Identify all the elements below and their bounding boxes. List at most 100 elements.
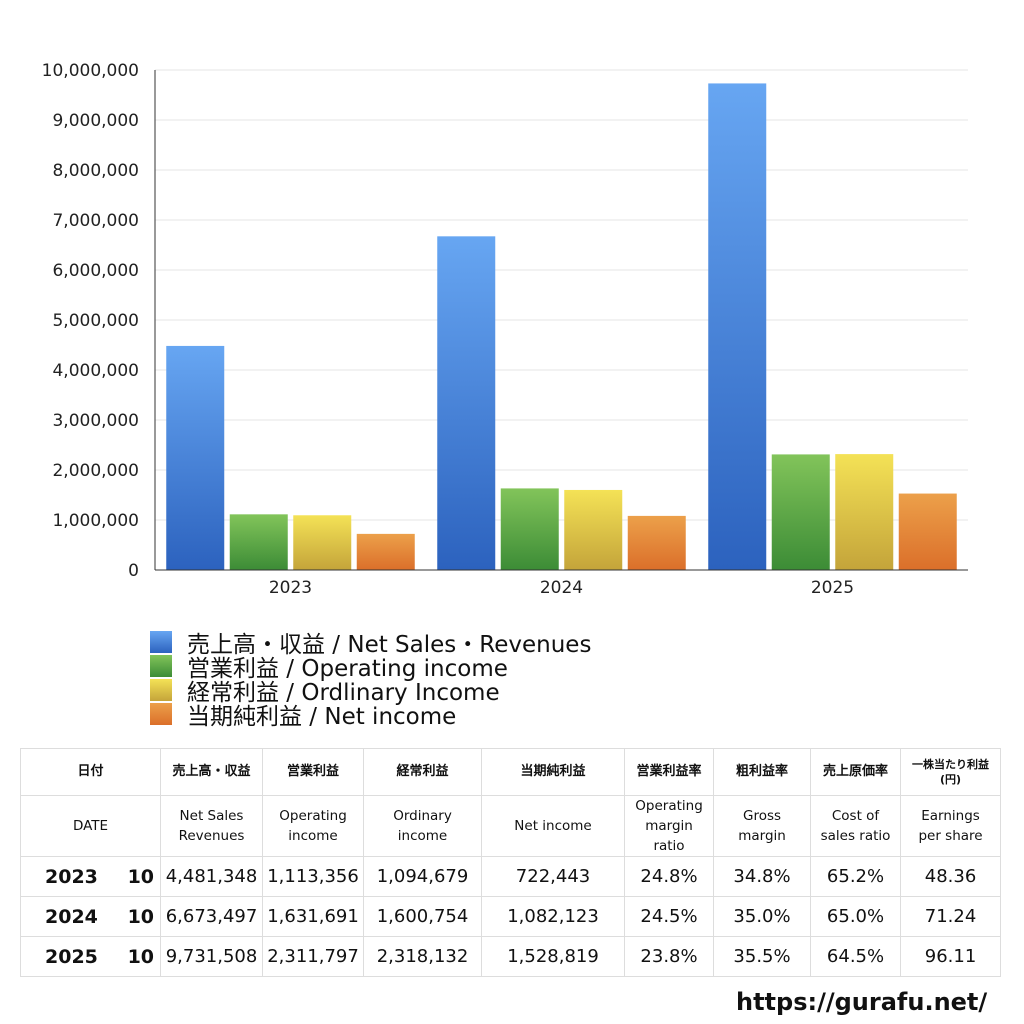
cell-cost: 65.0% <box>810 896 902 937</box>
financial-table: 日付 売上高・収益 営業利益 経常利益 当期純利益 営業利益率 粗利益率 売上原… <box>19 748 1002 977</box>
bar-2025-series-3 <box>898 493 957 570</box>
gridlines <box>155 69 968 521</box>
header-op-en-line1: Operating <box>279 808 347 824</box>
header-date-jp: 日付 <box>19 748 162 796</box>
cell-cost: 64.5% <box>810 936 902 977</box>
legend-label: 営業利益 / Operating income <box>187 656 508 682</box>
y-tick-label: 1,000,000 <box>52 511 139 531</box>
cell-opm: 24.8% <box>624 856 715 897</box>
header-op-en-line2: income <box>288 828 338 844</box>
header-ord-en: Ordinary income <box>363 795 483 857</box>
bars <box>166 83 957 571</box>
header-gm-jp: 粗利益率 <box>713 748 812 796</box>
table-header-en: DATE Net Sales Revenues Operating income… <box>19 795 1002 857</box>
header-opm-en-line3: ratio <box>653 838 685 854</box>
header-eps-jp-line2: (円) <box>939 773 962 786</box>
y-tick-label: 3,000,000 <box>52 411 139 431</box>
bar-2025-series-1 <box>771 454 830 570</box>
header-net-jp: 当期純利益 <box>481 748 626 796</box>
legend-label: 当期純利益 / Net income <box>187 704 457 730</box>
header-opm-en-line1: Operating <box>635 798 703 814</box>
cell-net: 1,082,123 <box>481 896 626 937</box>
bar-2023-series-3 <box>356 533 415 570</box>
cell-eps: 48.36 <box>900 856 1002 897</box>
cell-op: 2,311,797 <box>262 936 365 977</box>
header-cost-en: Cost of sales ratio <box>810 795 902 857</box>
header-gm-en: Gross margin <box>713 795 812 857</box>
header-eps-en: Earnings per share <box>900 795 1002 857</box>
cell-op: 1,113,356 <box>262 856 365 897</box>
cell-month: 10 <box>120 896 162 937</box>
header-gm-en-line2: margin <box>738 828 786 844</box>
bar-2024-series-1 <box>500 488 559 570</box>
table-row: 2024 10 6,673,497 1,631,691 1,600,754 1,… <box>20 896 1002 937</box>
bar-2023-series-2 <box>293 515 352 570</box>
bar-2024-series-0 <box>437 236 496 571</box>
header-ord-jp: 経常利益 <box>363 748 483 796</box>
legend-swatch <box>150 631 172 653</box>
cell-month: 10 <box>120 936 162 977</box>
axes <box>154 70 968 571</box>
bar-chart: 0 1,000,000 2,000,000 3,000,000 4,000,000 5,0… <box>42 61 968 598</box>
legend-item-net-income: 当期純利益 / Net income <box>150 702 591 730</box>
cell-month: 10 <box>120 856 162 897</box>
header-sales-en: Net Sales Revenues <box>160 795 264 857</box>
header-op-en: Operating income <box>262 795 365 857</box>
cell-opm: 23.8% <box>624 936 715 977</box>
table-header-jp: 日付 売上高・収益 営業利益 経常利益 当期純利益 営業利益率 粗利益率 売上原… <box>19 748 1002 796</box>
header-sales-jp: 売上高・収益 <box>160 748 264 796</box>
y-axis-tick-labels: 0 1,000,000 2,000,000 3,000,000 4,000,000 5,0… <box>42 61 139 581</box>
bar-2025-series-2 <box>835 454 894 570</box>
x-axis-tick-labels: 2023 2024 2025 <box>269 578 854 598</box>
cell-ord: 1,094,679 <box>363 856 483 897</box>
header-cost-en-line1: Cost of <box>831 808 880 824</box>
cell-op: 1,631,691 <box>262 896 365 937</box>
legend-label: 売上高・収益 / Net Sales・Revenues <box>187 632 592 658</box>
bar-2024-series-3 <box>627 515 686 570</box>
y-tick-label: 2,000,000 <box>52 461 139 481</box>
bar-2024-series-2 <box>564 489 623 570</box>
cell-year: 2025 <box>20 936 121 977</box>
header-eps-jp: 一株当たり利益 (円) <box>900 748 1002 796</box>
legend-swatch <box>150 703 172 725</box>
cell-sales: 6,673,497 <box>160 896 264 937</box>
cell-ord: 2,318,132 <box>363 936 483 977</box>
header-opm-en-line2: margin <box>645 818 693 834</box>
cell-sales: 9,731,508 <box>160 936 264 977</box>
header-opm-en: Operating margin ratio <box>624 795 715 857</box>
table-row: 2023 10 4,481,348 1,113,356 1,094,679 72… <box>20 856 1002 897</box>
header-opm-jp: 営業利益率 <box>624 748 715 796</box>
legend-item-ordinary-income: 経常利益 / Ordlinary Income <box>150 678 591 706</box>
cell-year: 2024 <box>20 896 121 937</box>
cell-gm: 34.8% <box>713 856 812 897</box>
y-tick-label: 8,000,000 <box>52 161 139 181</box>
header-eps-en-line1: Earnings <box>921 808 980 824</box>
cell-gm: 35.0% <box>713 896 812 937</box>
bar-2025-series-0 <box>708 83 767 571</box>
cell-net: 722,443 <box>481 856 626 897</box>
source-url[interactable]: https://gurafu.net/ <box>736 988 988 1016</box>
legend-swatch <box>150 679 172 701</box>
bar-2023-series-0 <box>166 345 225 570</box>
header-cost-en-line2: sales ratio <box>820 828 891 844</box>
header-ord-en-line1: Ordinary <box>393 808 452 824</box>
cell-net: 1,528,819 <box>481 936 626 977</box>
x-tick-label: 2023 <box>269 578 312 598</box>
cell-sales: 4,481,348 <box>160 856 264 897</box>
legend-swatch <box>150 655 172 677</box>
x-tick-label: 2025 <box>811 578 854 598</box>
header-eps-jp-line1: 一株当たり利益 <box>912 758 990 771</box>
cell-eps: 71.24 <box>900 896 1002 937</box>
bar-2023-series-1 <box>229 514 288 570</box>
header-net-en: Net income <box>481 795 626 857</box>
legend-item-net-sales: 売上高・収益 / Net Sales・Revenues <box>150 630 591 658</box>
x-tick-label: 2024 <box>540 578 583 598</box>
header-cost-jp: 売上原価率 <box>810 748 902 796</box>
y-tick-label: 0 <box>128 561 139 581</box>
cell-opm: 24.5% <box>624 896 715 937</box>
y-tick-label: 4,000,000 <box>52 361 139 381</box>
legend-label: 経常利益 / Ordlinary Income <box>187 680 500 706</box>
table-row: 2025 10 9,731,508 2,311,797 2,318,132 1,… <box>20 936 1002 977</box>
header-op-jp: 営業利益 <box>262 748 365 796</box>
header-sales-en-line1: Net Sales <box>179 808 244 824</box>
